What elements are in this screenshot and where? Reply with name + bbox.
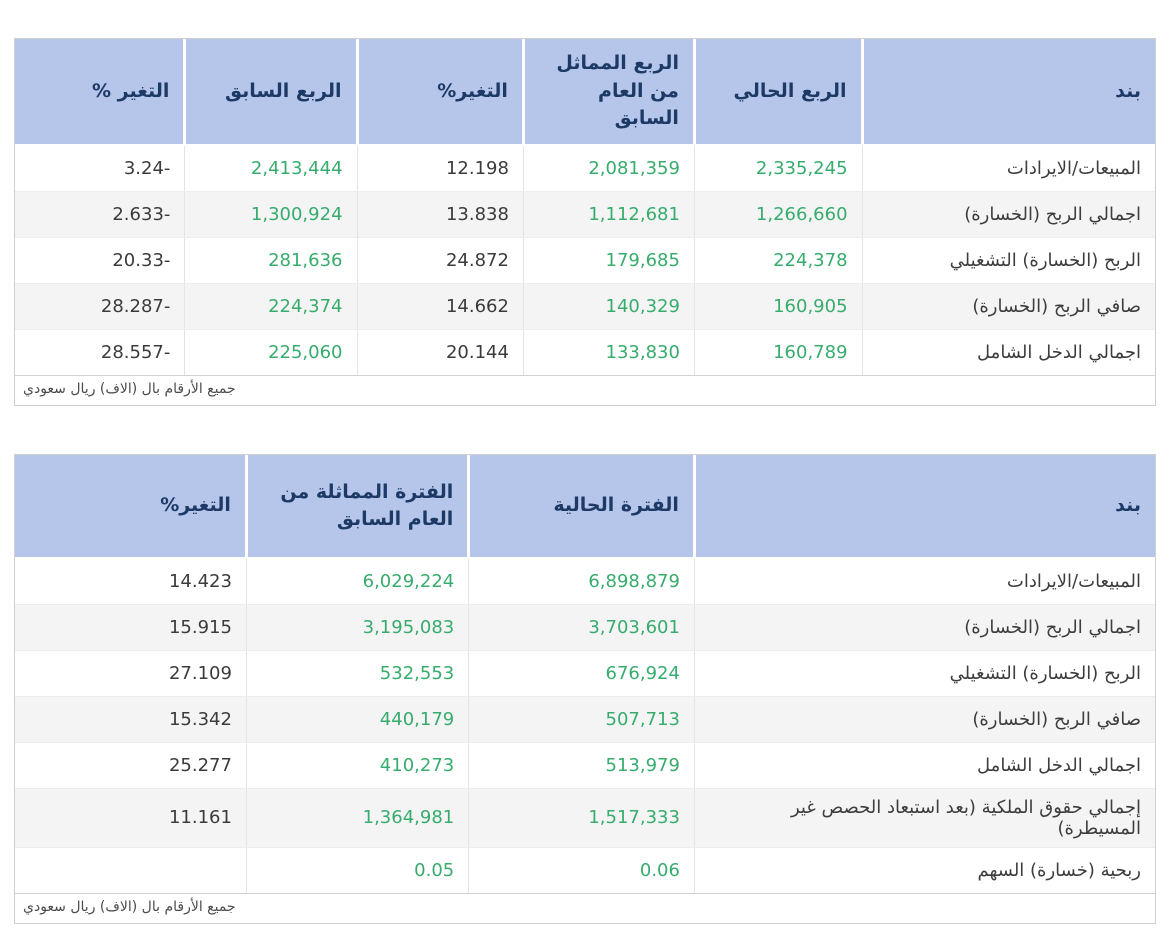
item-label: اجمالي الدخل الشامل bbox=[862, 329, 1155, 376]
current-period-value: 507,713 bbox=[468, 696, 695, 743]
change-vs-previous-quarter-value: -3.24 bbox=[15, 145, 186, 192]
item-label: اجمالي الدخل الشامل bbox=[694, 742, 1155, 789]
change-value: 15.915 bbox=[15, 604, 247, 651]
previous-quarter-value: 225,060 bbox=[184, 329, 358, 376]
same-period-last-year-value: 410,273 bbox=[246, 742, 470, 789]
period-results-table: بند الفترة الحالية الفترة المماثلة من ال… bbox=[15, 455, 1155, 894]
item-label: صافي الربح (الخسارة) bbox=[862, 283, 1155, 330]
change-vs-same-quarter-value: 14.662 bbox=[357, 283, 524, 330]
col-header-previous-quarter: الربع السابق bbox=[184, 39, 359, 146]
change-vs-same-quarter-value: 12.198 bbox=[357, 145, 524, 192]
table-row: صافي الربح (الخسارة) 507,713 440,179 15.… bbox=[15, 696, 1155, 743]
col-header-change: التغير% bbox=[15, 455, 248, 560]
current-quarter-value: 2,335,245 bbox=[694, 145, 863, 192]
table-row: ربحية (خسارة) السهم 0.06 0.05 bbox=[15, 847, 1155, 894]
table-row: المبيعات/الايرادات 2,335,245 2,081,359 1… bbox=[15, 145, 1155, 192]
same-period-last-year-value: 3,195,083 bbox=[246, 604, 470, 651]
same-period-last-year-value: 6,029,224 bbox=[246, 558, 470, 605]
period-results-card: بند الفترة الحالية الفترة المماثلة من ال… bbox=[14, 454, 1156, 925]
item-label: الربح (الخسارة) التشغيلي bbox=[862, 237, 1155, 284]
col-header-current-quarter: الربع الحالي bbox=[694, 39, 864, 146]
table-row: إجمالي حقوق الملكية (بعد استبعاد الحصص غ… bbox=[15, 788, 1155, 848]
table-row: اجمالي الدخل الشامل 160,789 133,830 20.1… bbox=[15, 329, 1155, 376]
change-vs-previous-quarter-value: -28.557 bbox=[15, 329, 186, 376]
same-quarter-last-year-value: 1,112,681 bbox=[523, 191, 695, 238]
col-header-same-period-last-year: الفترة المماثلة من العام السابق bbox=[246, 455, 471, 560]
change-vs-previous-quarter-value: -20.33 bbox=[15, 237, 186, 284]
col-header-change-vs-previous-quarter: التغير % bbox=[15, 39, 187, 146]
header-row: بند الفترة الحالية الفترة المماثلة من ال… bbox=[15, 455, 1155, 560]
quarterly-results-table: بند الربع الحالي الربع المماثل من العام … bbox=[15, 39, 1155, 376]
same-quarter-last-year-value: 140,329 bbox=[523, 283, 695, 330]
same-quarter-last-year-value: 2,081,359 bbox=[523, 145, 695, 192]
table-row: الربح (الخسارة) التشغيلي 676,924 532,553… bbox=[15, 650, 1155, 697]
change-vs-previous-quarter-value: -28.287 bbox=[15, 283, 186, 330]
change-value: 14.423 bbox=[15, 558, 247, 605]
item-label: إجمالي حقوق الملكية (بعد استبعاد الحصص غ… bbox=[694, 788, 1155, 848]
previous-quarter-value: 2,413,444 bbox=[184, 145, 358, 192]
current-quarter-value: 224,378 bbox=[694, 237, 863, 284]
header-row: بند الربع الحالي الربع المماثل من العام … bbox=[15, 39, 1155, 146]
change-vs-same-quarter-value: 20.144 bbox=[357, 329, 524, 376]
units-footnote: جميع الأرقام بال (الاف) ريال سعودي bbox=[23, 380, 236, 397]
current-period-value: 0.06 bbox=[468, 847, 695, 894]
change-vs-same-quarter-value: 24.872 bbox=[357, 237, 524, 284]
same-quarter-last-year-value: 133,830 bbox=[523, 329, 695, 376]
current-quarter-value: 160,905 bbox=[694, 283, 863, 330]
units-footnote: جميع الأرقام بال (الاف) ريال سعودي bbox=[23, 898, 236, 915]
table-row: اجمالي الربح (الخسارة) 1,266,660 1,112,6… bbox=[15, 191, 1155, 238]
same-period-last-year-value: 1,364,981 bbox=[246, 788, 470, 848]
table-row: اجمالي الربح (الخسارة) 3,703,601 3,195,0… bbox=[15, 604, 1155, 651]
table-row: المبيعات/الايرادات 6,898,879 6,029,224 1… bbox=[15, 558, 1155, 605]
item-label: صافي الربح (الخسارة) bbox=[694, 696, 1155, 743]
change-value: 15.342 bbox=[15, 696, 247, 743]
quarterly-results-card: بند الربع الحالي الربع المماثل من العام … bbox=[14, 38, 1156, 407]
item-label: اجمالي الربح (الخسارة) bbox=[694, 604, 1155, 651]
same-period-last-year-value: 532,553 bbox=[246, 650, 470, 697]
col-header-item: بند bbox=[862, 39, 1155, 146]
item-label: ربحية (خسارة) السهم bbox=[694, 847, 1155, 894]
table-row: الربح (الخسارة) التشغيلي 224,378 179,685… bbox=[15, 237, 1155, 284]
change-value: 11.161 bbox=[15, 788, 247, 848]
change-vs-previous-quarter-value: -2.633 bbox=[15, 191, 186, 238]
change-value: 27.109 bbox=[15, 650, 247, 697]
item-label: المبيعات/الايرادات bbox=[862, 145, 1155, 192]
current-period-value: 513,979 bbox=[468, 742, 695, 789]
col-header-item: بند bbox=[694, 455, 1155, 560]
col-header-change-vs-same-quarter: التغير% bbox=[357, 39, 525, 146]
same-period-last-year-value: 440,179 bbox=[246, 696, 470, 743]
col-header-current-period: الفترة الحالية bbox=[468, 455, 696, 560]
current-period-value: 6,898,879 bbox=[468, 558, 695, 605]
change-vs-same-quarter-value: 13.838 bbox=[357, 191, 524, 238]
item-label: اجمالي الربح (الخسارة) bbox=[862, 191, 1155, 238]
item-label: الربح (الخسارة) التشغيلي bbox=[694, 650, 1155, 697]
previous-quarter-value: 281,636 bbox=[184, 237, 358, 284]
same-period-last-year-value: 0.05 bbox=[246, 847, 470, 894]
same-quarter-last-year-value: 179,685 bbox=[523, 237, 695, 284]
current-period-value: 3,703,601 bbox=[468, 604, 695, 651]
previous-quarter-value: 1,300,924 bbox=[184, 191, 358, 238]
current-period-value: 1,517,333 bbox=[468, 788, 695, 848]
change-value bbox=[15, 847, 247, 894]
current-period-value: 676,924 bbox=[468, 650, 695, 697]
change-value: 25.277 bbox=[15, 742, 247, 789]
item-label: المبيعات/الايرادات bbox=[694, 558, 1155, 605]
previous-quarter-value: 224,374 bbox=[184, 283, 358, 330]
table-row: اجمالي الدخل الشامل 513,979 410,273 25.2… bbox=[15, 742, 1155, 789]
col-header-same-quarter-last-year: الربع المماثل من العام السابق bbox=[523, 39, 696, 146]
current-quarter-value: 1,266,660 bbox=[694, 191, 863, 238]
table-row: صافي الربح (الخسارة) 160,905 140,329 14.… bbox=[15, 283, 1155, 330]
current-quarter-value: 160,789 bbox=[694, 329, 863, 376]
